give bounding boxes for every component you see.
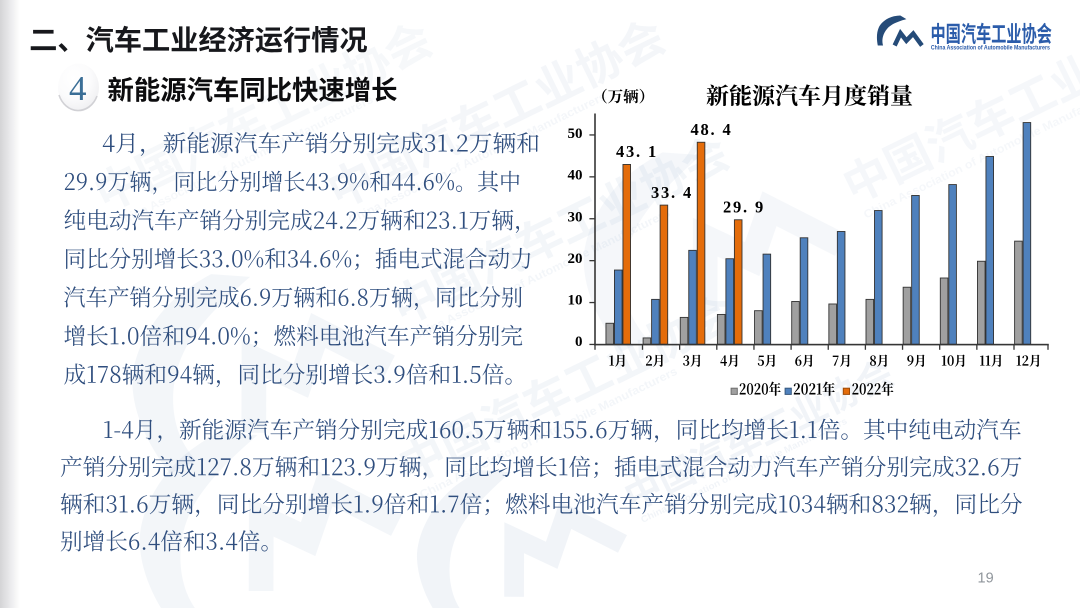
svg-text:40: 40 xyxy=(568,168,583,184)
svg-text:29.9: 29. 9 xyxy=(723,198,765,217)
svg-text:10: 10 xyxy=(568,293,583,309)
svg-text:33.4: 33. 4 xyxy=(651,183,693,202)
svg-text:19: 19 xyxy=(978,571,994,587)
svg-text:20: 20 xyxy=(568,251,583,267)
svg-text:48.4: 48. 4 xyxy=(690,120,732,139)
svg-text:China Association of Automobil: China Association of Automobile Manufact… xyxy=(931,45,1050,52)
svg-text:0: 0 xyxy=(575,334,583,350)
svg-text:50: 50 xyxy=(568,126,583,142)
svg-text:43.1: 43. 1 xyxy=(616,142,658,161)
svg-text:4: 4 xyxy=(69,69,87,108)
svg-text:30: 30 xyxy=(568,209,583,225)
